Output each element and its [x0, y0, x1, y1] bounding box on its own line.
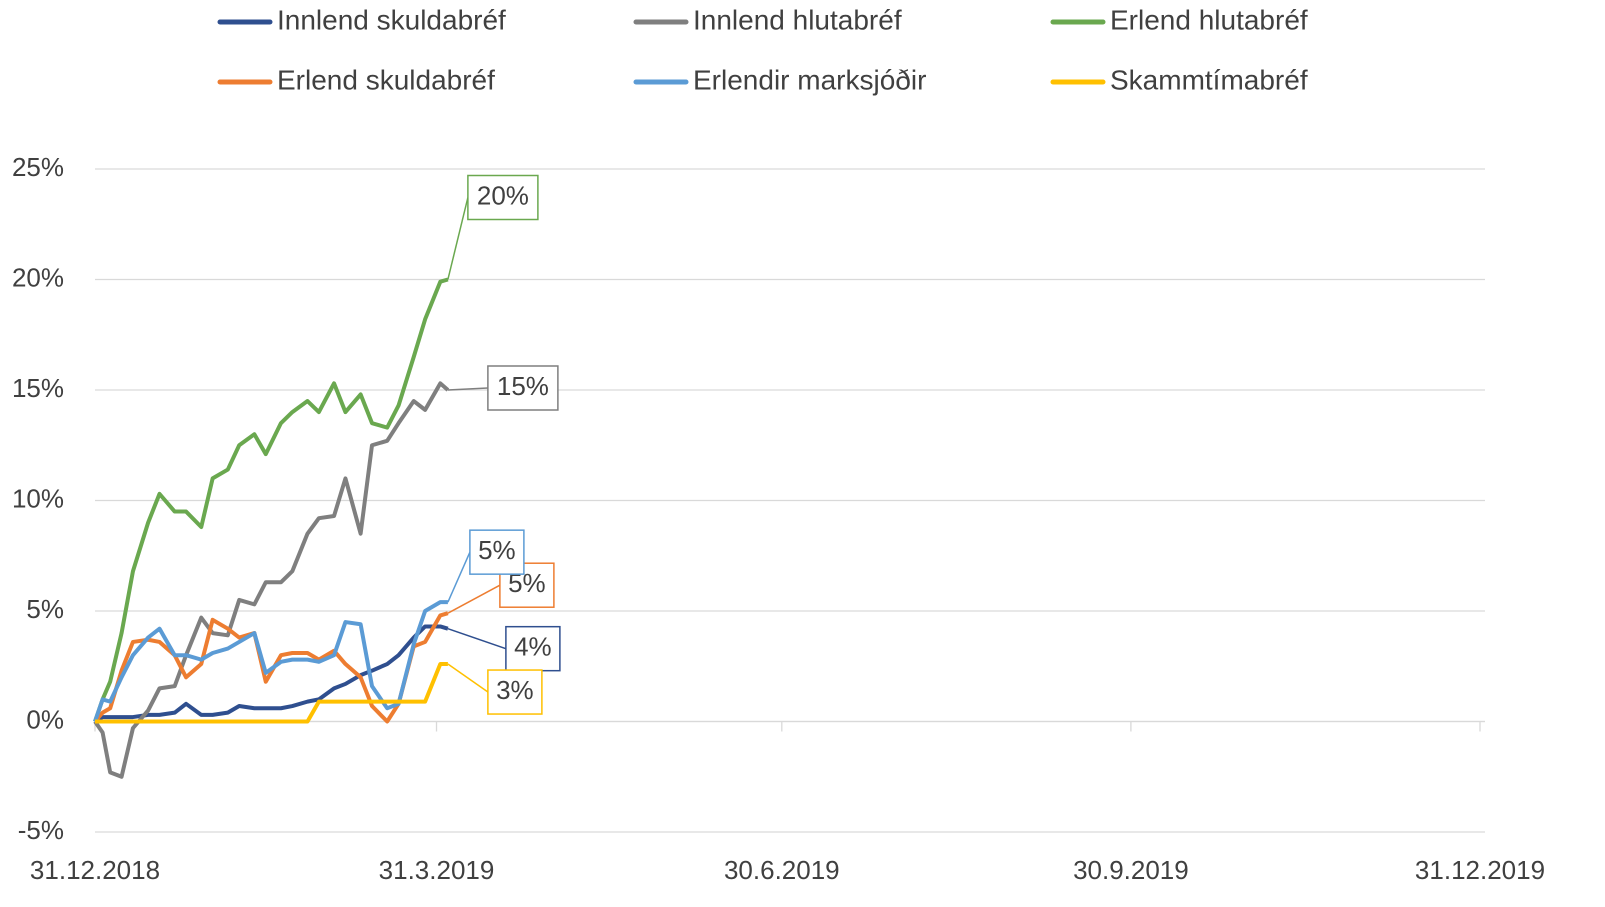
label-leader	[447, 197, 469, 280]
y-tick-label: 20%	[12, 262, 64, 292]
x-tick-label: 31.12.2019	[1415, 855, 1545, 885]
legend-label: Skammtímabréf	[1110, 64, 1308, 95]
label-leader	[447, 627, 507, 650]
label-leader	[447, 551, 471, 603]
data-label-box	[467, 174, 539, 221]
data-label-box	[469, 529, 525, 575]
label-leader	[447, 387, 488, 391]
legend-label: Erlend skuldabréf	[277, 64, 495, 95]
x-tick-label: 31.3.2019	[379, 855, 495, 885]
data-label-box	[487, 669, 543, 715]
data-label: 5%	[478, 535, 516, 565]
legend-label: Innlend hlutabréf	[693, 4, 902, 35]
y-tick-label: 0%	[26, 704, 64, 734]
y-tick-label: 5%	[26, 594, 64, 624]
legend-label: Innlend skuldabréf	[277, 4, 506, 35]
legend-label: Erlendir marksjóðir	[693, 64, 926, 95]
y-tick-label: -5%	[18, 815, 64, 845]
data-label: 4%	[514, 632, 552, 662]
series-line	[93, 277, 449, 723]
series-line	[93, 600, 448, 723]
data-label-box	[487, 365, 559, 411]
y-tick-label: 25%	[12, 152, 64, 182]
series-line	[95, 662, 448, 724]
y-tick-label: 15%	[12, 373, 64, 403]
data-label: 20%	[477, 180, 529, 210]
y-tick-label: 10%	[12, 483, 64, 513]
label-leader	[447, 584, 501, 614]
x-tick-label: 30.9.2019	[1073, 855, 1189, 885]
x-tick-label: 30.6.2019	[724, 855, 840, 885]
legend-label: Erlend hlutabréf	[1110, 4, 1308, 35]
series-line	[93, 381, 450, 779]
data-label: 15%	[497, 371, 549, 401]
label-leader	[447, 663, 489, 693]
x-tick-label: 31.12.2018	[30, 855, 160, 885]
data-label: 3%	[496, 675, 534, 705]
